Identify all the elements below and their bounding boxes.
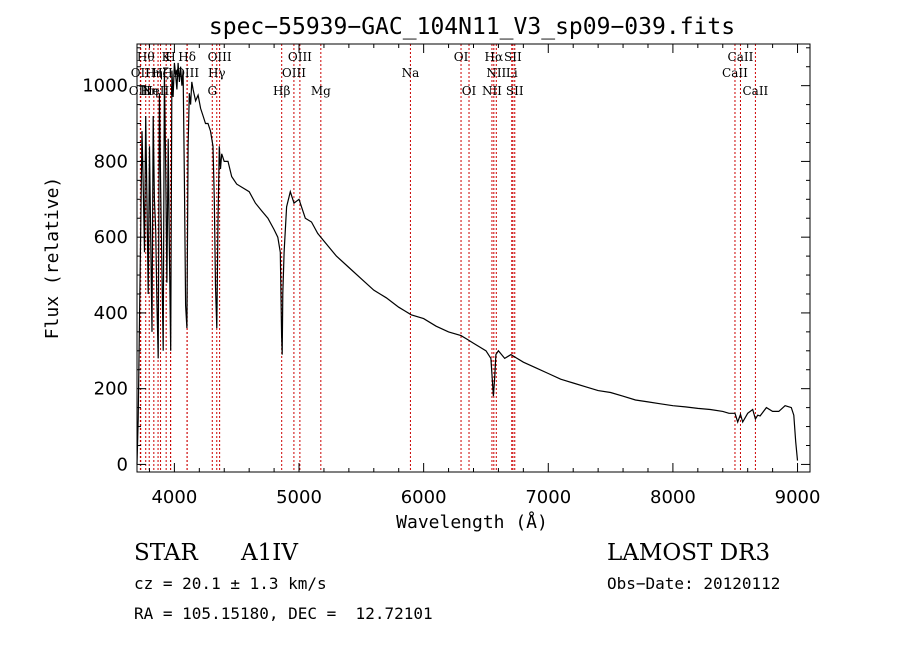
- line-label: OIII: [288, 50, 312, 64]
- y-axis: 0 200 400 600 800 1000: [82, 47, 810, 475]
- line-label: Li: [506, 66, 518, 80]
- line-label: OI: [454, 50, 469, 64]
- line-label: SII: [506, 84, 524, 98]
- redshift-readout: cz = 20.1 ± 1.3 km/s: [134, 574, 327, 593]
- spectral-line-markers: [139, 44, 756, 472]
- y-tick-label: 800: [94, 151, 128, 172]
- line-label: NeIII: [142, 84, 174, 98]
- x-axis: 4000 5000 6000 7000 8000 9000: [148, 44, 821, 508]
- plot-frame: [136, 43, 811, 473]
- line-label: Hθ: [137, 50, 155, 64]
- line-label: CaII: [722, 66, 748, 80]
- x-tick-label: 9000: [775, 487, 821, 508]
- object-class: STAR: [134, 540, 198, 566]
- y-tick-label: 1000: [82, 76, 128, 97]
- line-label: OIII: [282, 66, 306, 80]
- coordinates-readout: RA = 105.15180, DEC = 12.72101: [134, 604, 433, 623]
- line-label: K: [162, 50, 172, 64]
- line-label: Hδ: [178, 50, 196, 64]
- x-tick-label: 4000: [151, 487, 197, 508]
- y-tick-label: 0: [117, 454, 128, 475]
- line-label: Mg: [311, 84, 331, 98]
- line-label: SII: [504, 50, 522, 64]
- x-tick-label: 7000: [525, 487, 571, 508]
- line-label: Hγ: [208, 66, 226, 80]
- line-label: NII: [482, 84, 502, 98]
- line-label: CaII: [742, 84, 768, 98]
- observation-date: Obs−Date: 20120112: [607, 574, 781, 593]
- line-label: Hη: [145, 66, 163, 80]
- y-tick-label: 400: [94, 303, 128, 324]
- x-axis-label: Wavelength (Å): [396, 511, 548, 533]
- x-tick-label: 5000: [276, 487, 322, 508]
- line-label: OII: [131, 66, 151, 80]
- y-tick-label: 600: [94, 227, 128, 248]
- line-label: Hα: [485, 50, 504, 64]
- line-label: Hβ: [273, 84, 290, 98]
- x-tick-label: 6000: [401, 487, 447, 508]
- y-axis-label: Flux (relative): [42, 177, 63, 340]
- line-label: G: [207, 84, 217, 98]
- line-label: NII: [486, 66, 506, 80]
- line-label: H: [165, 50, 175, 64]
- line-label: OIII: [208, 50, 232, 64]
- line-label: Hη: [140, 84, 158, 98]
- line-label: OI: [462, 84, 477, 98]
- x-tick-label: 8000: [650, 487, 696, 508]
- y-tick-label: 200: [94, 379, 128, 400]
- line-label: Hζ: [152, 66, 169, 80]
- spectrum-line: [136, 62, 799, 465]
- line-label: CaII: [728, 50, 754, 64]
- line-label: OIII: [129, 84, 153, 98]
- survey-name: LAMOST DR3: [607, 540, 771, 566]
- line-label: Na: [402, 66, 420, 80]
- chart-title: spec−55939−GAC_104N11_V3_sp09−039.fits: [209, 14, 735, 40]
- object-subclass: A1IV: [241, 540, 298, 566]
- spectral-line-labels: OIIOIIIHθHηHηNeIIIHζKHHεHδOIIIGHγOIIIHβO…: [129, 50, 769, 98]
